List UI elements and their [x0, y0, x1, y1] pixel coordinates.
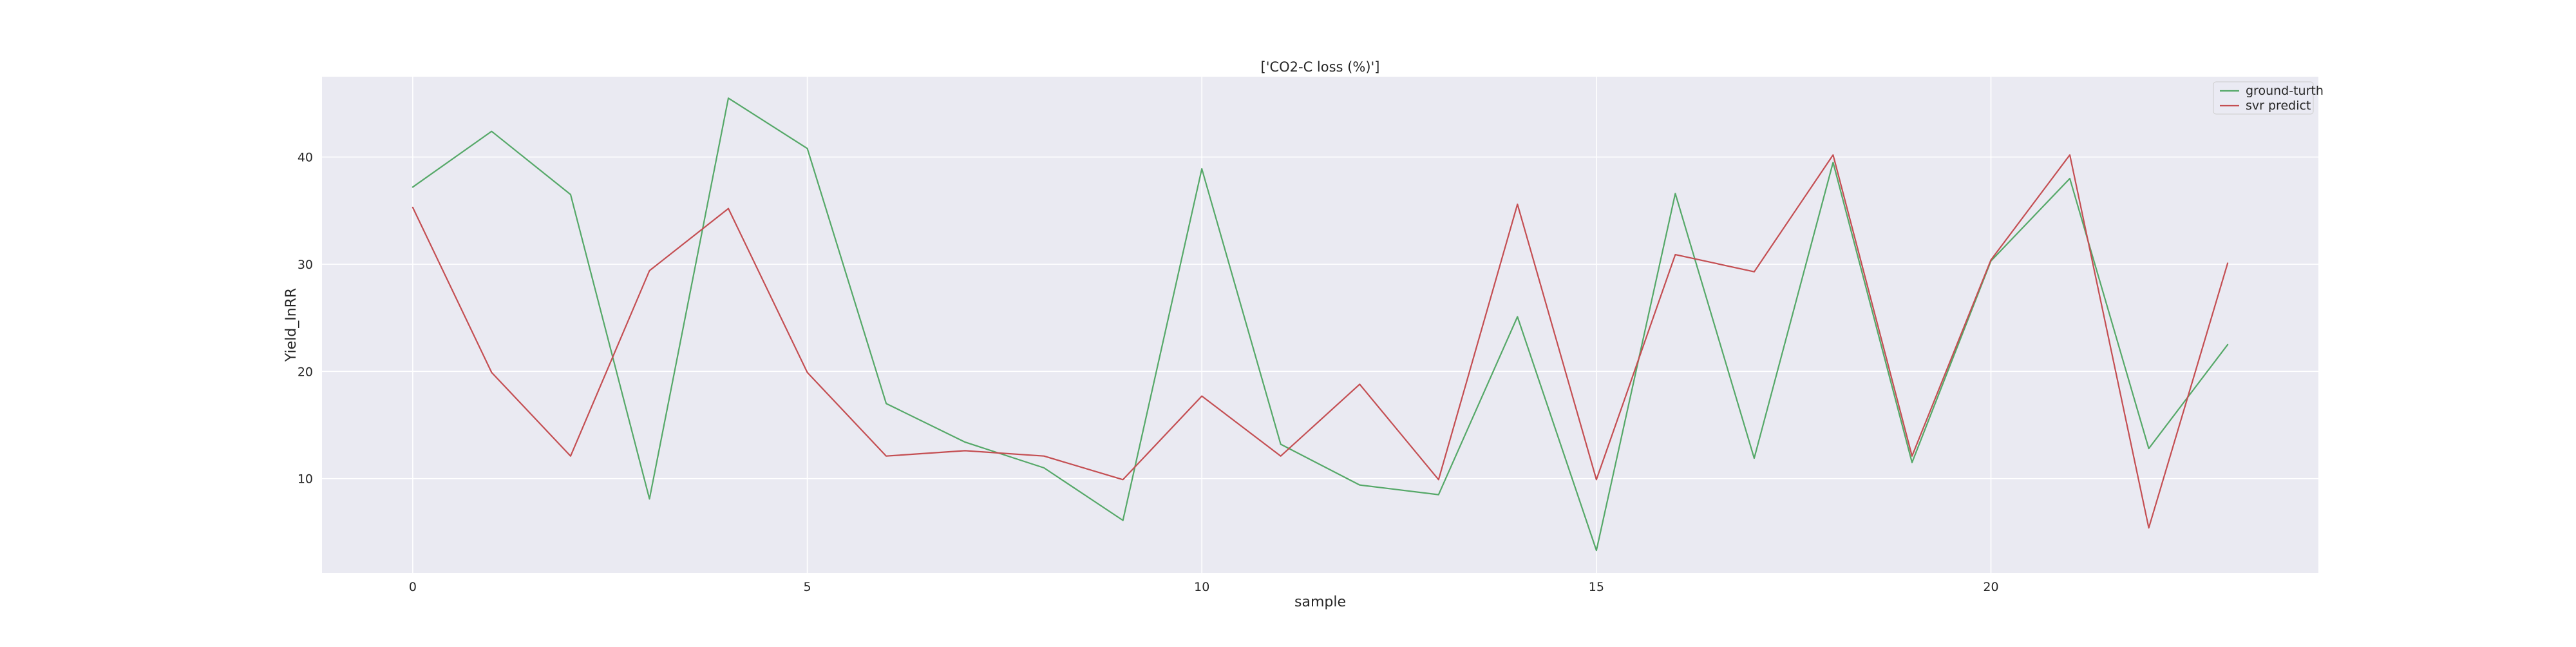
y-tick-label: 40	[298, 151, 313, 165]
legend-label-1: ground-turth	[2246, 84, 2324, 98]
grid-lines	[322, 77, 2318, 573]
legend-label-2: svr predict	[2246, 99, 2311, 113]
x-tick-label: 5	[804, 580, 811, 594]
x-tick-label: 15	[1589, 580, 1604, 594]
x-tick-label: 20	[1983, 580, 1998, 594]
y-tick-label: 30	[298, 258, 313, 272]
plot-background	[322, 77, 2318, 573]
series-line-1	[412, 97, 2229, 552]
y-tick-label: 10	[298, 472, 313, 487]
y-axis-label: Yield_InRR	[283, 288, 299, 362]
x-axis-label: sample	[1294, 594, 1346, 610]
x-tick-label: 0	[409, 580, 417, 594]
x-tick-label: 10	[1194, 580, 1209, 594]
series-lines	[412, 97, 2229, 552]
series-line-2	[412, 154, 2229, 529]
y-tick-label: 20	[298, 365, 313, 379]
chart-title: ['CO2-C loss (%)']	[1261, 59, 1380, 75]
tick-labels: 0 5 10 15 20 10 20 30 40	[298, 151, 1999, 594]
